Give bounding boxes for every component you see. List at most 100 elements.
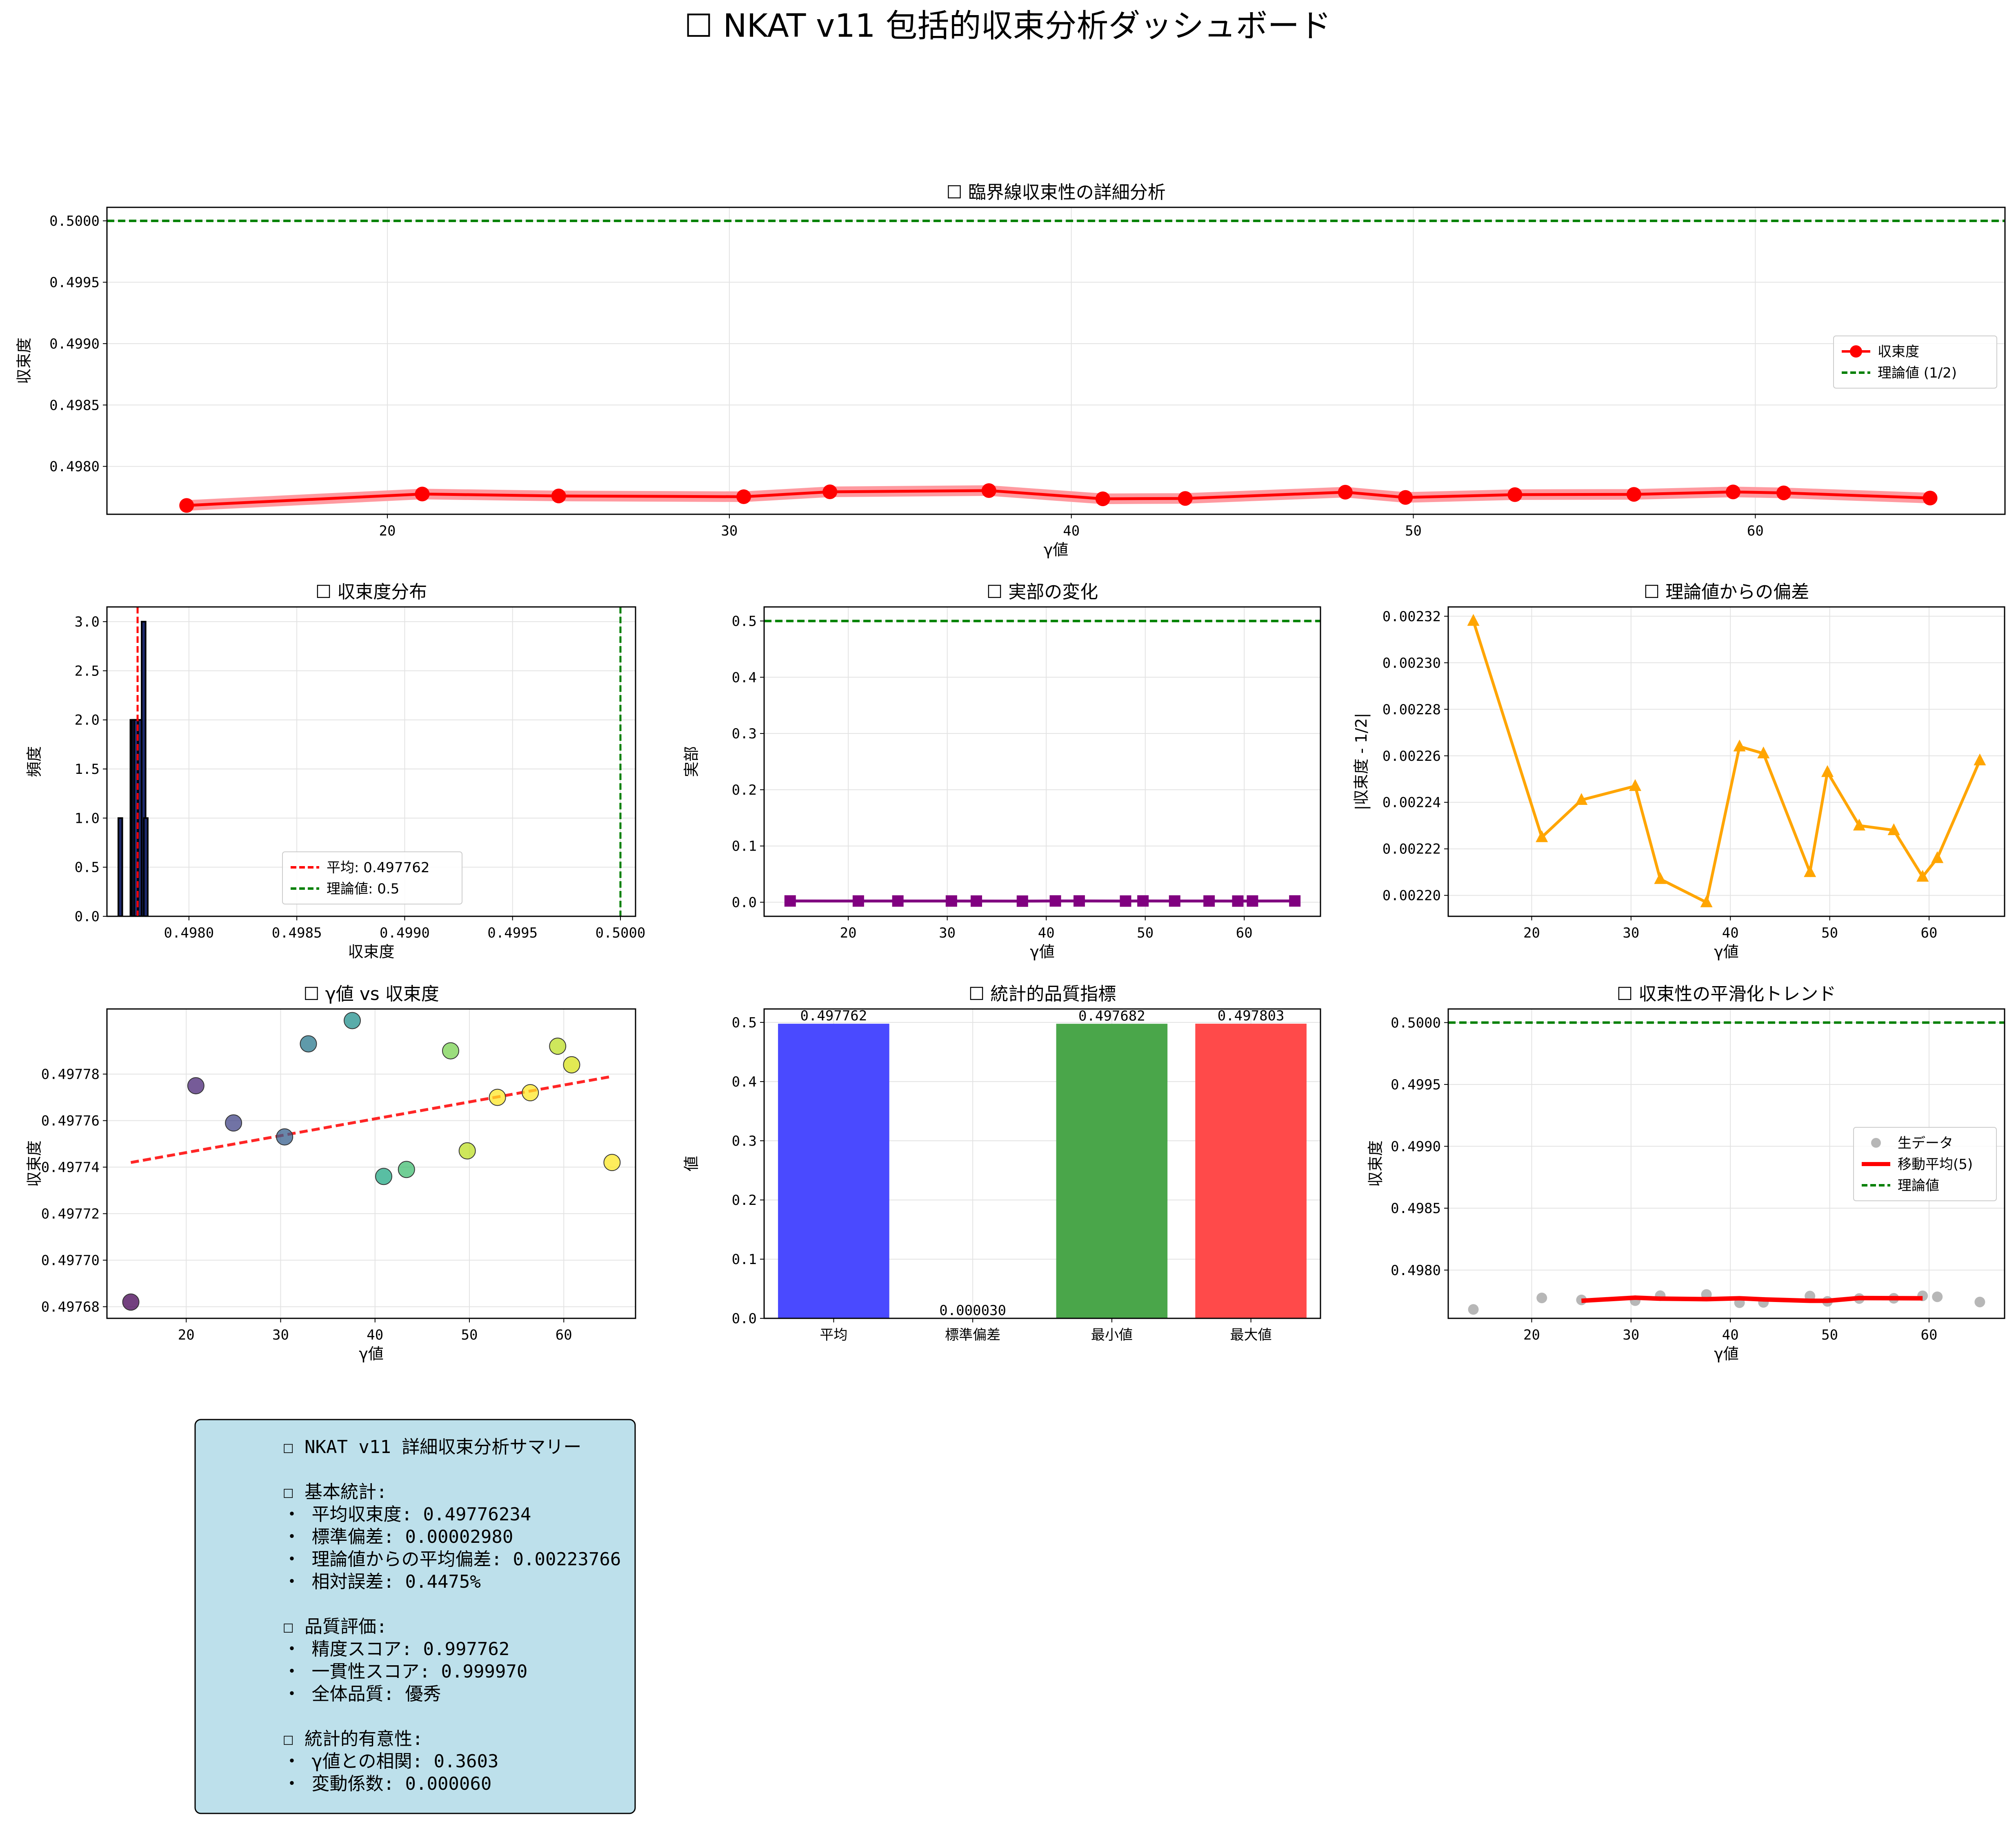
plot-area (107, 220, 2005, 513)
series-marker (1178, 491, 1193, 506)
scatter-point (442, 1042, 459, 1060)
quality-bar (778, 1024, 889, 1318)
y-tick-label: 0.00228 (1383, 702, 1441, 718)
bar-value-label: 0.497803 (1218, 1008, 1285, 1024)
scatter-point (276, 1128, 293, 1146)
series-marker (1338, 484, 1353, 500)
y-tick-label: 0.49778 (41, 1067, 100, 1083)
plot-frame (1447, 606, 2005, 917)
scatter-point (603, 1154, 621, 1171)
y-tick-label: 2.5 (75, 663, 100, 679)
series-marker (1232, 895, 1244, 907)
y-tick-label: 0.0 (732, 1311, 757, 1327)
scatter-point (375, 1168, 393, 1185)
x-tick-label: 最大値 (1230, 1327, 1272, 1343)
series-marker (1536, 830, 1548, 842)
series-marker (1467, 614, 1480, 626)
y-tick-label: 0.5 (732, 613, 757, 629)
x-tick-label: 50 (461, 1327, 478, 1343)
x-tick-label: 60 (1921, 1327, 1938, 1343)
y-axis-label: 収束度 (1367, 1140, 1385, 1187)
scatter-point (549, 1038, 567, 1055)
legend-box (282, 851, 462, 904)
summary-line: ☐ NKAT v11 詳細収束分析サマリー (283, 1437, 581, 1458)
x-tick-label: 最小値 (1091, 1327, 1133, 1343)
scatter-point (300, 1035, 317, 1053)
scatter-point (522, 1084, 539, 1102)
summary-line: ・ 標準偏差: 0.00002980 (283, 1526, 513, 1547)
series-marker (1853, 818, 1865, 831)
x-axis-label: γ値 (1714, 1345, 1739, 1363)
scatter-point (458, 1142, 476, 1160)
y-axis-label: 実部 (682, 746, 700, 777)
y-axis-label: 頻度 (25, 746, 43, 777)
x-tick-label: 0.4990 (380, 925, 430, 941)
y-tick-label: 0.3 (732, 1133, 757, 1149)
x-tick-label: 50 (1821, 925, 1838, 941)
summary-line: ☐ 統計的有意性: (283, 1729, 423, 1749)
summary-line: ☐ 基本統計: (283, 1482, 387, 1502)
series-marker (1137, 895, 1149, 907)
scatter-point (398, 1161, 415, 1178)
chart-title: ☐ 臨界線収束性の詳細分析 (946, 182, 1165, 203)
plot-frame (106, 207, 2006, 515)
series-marker (892, 895, 904, 907)
x-tick-label: 40 (1063, 523, 1080, 539)
x-tick-label: 40 (367, 1327, 383, 1343)
y-tick-label: 0.49774 (41, 1160, 100, 1176)
y-tick-label: 0.4990 (49, 336, 100, 352)
x-tick-label: 40 (1722, 925, 1739, 941)
raw-point (1468, 1304, 1479, 1315)
plot-area (117, 607, 622, 916)
y-tick-label: 0.4985 (49, 397, 100, 413)
y-tick-label: 3.0 (75, 614, 100, 630)
series-marker (551, 489, 566, 504)
series-marker (1923, 491, 1938, 506)
x-axis-label: γ値 (359, 1345, 384, 1363)
summary-line: ☐ 品質評価: (283, 1616, 387, 1637)
legend-box (1833, 336, 1997, 389)
series-marker (1626, 487, 1641, 502)
series-marker (1725, 484, 1740, 500)
x-tick-label: 60 (1921, 925, 1938, 941)
x-tick-label: 60 (1236, 925, 1253, 941)
legend-label: 移動平均(5) (1898, 1156, 1973, 1173)
series-marker (1169, 895, 1180, 907)
plot-area (778, 1024, 1307, 1318)
series-marker (1804, 865, 1816, 877)
x-tick-label: 50 (1821, 1327, 1838, 1343)
series-marker (415, 487, 430, 502)
scatter-point (489, 1089, 506, 1106)
x-axis-label: γ値 (1714, 943, 1739, 961)
summary-line: ・ γ値との相関: 0.3603 (283, 1751, 498, 1772)
y-tick-label: 0.00220 (1383, 888, 1441, 904)
y-tick-label: 0.00230 (1383, 655, 1441, 671)
series-marker (852, 895, 864, 907)
y-tick-label: 0.4 (732, 1074, 757, 1090)
y-tick-label: 0.49776 (41, 1113, 100, 1129)
series-marker (736, 489, 751, 504)
x-tick-label: 40 (1722, 1327, 1739, 1343)
series-marker (1073, 895, 1085, 907)
x-axis-label: γ値 (1030, 943, 1055, 961)
scatter-point (344, 1012, 361, 1029)
plot-frame (763, 1008, 1321, 1319)
summary-line: ・ 一貫性スコア: 0.999970 (283, 1661, 527, 1682)
chart-title: ☐ 収束度分布 (316, 582, 427, 602)
y-tick-label: 0.5 (75, 860, 100, 876)
scatter-point (563, 1056, 580, 1073)
series-marker (1916, 870, 1929, 882)
chart-critical-line: ☐ 臨界線収束性の詳細分析 0.4980 0.4985 0.4990 0.4995 0.5… (15, 182, 2006, 559)
series-marker (1931, 851, 1944, 863)
y-tick-label: 0.4990 (1391, 1139, 1441, 1155)
x-tick-label: 20 (840, 925, 857, 941)
x-tick-label: 20 (178, 1327, 195, 1343)
x-tick-label: 40 (1038, 925, 1055, 941)
summary-background (194, 1419, 636, 1814)
y-tick-label: 0.4995 (1391, 1077, 1441, 1093)
summary-line: ・ 全体品質: 優秀 (283, 1684, 441, 1704)
plot-frame (106, 1008, 636, 1319)
summary-line: ・ 理論値からの平均偏差: 0.00223766 (283, 1549, 621, 1570)
y-tick-label: 0.00222 (1383, 841, 1441, 858)
